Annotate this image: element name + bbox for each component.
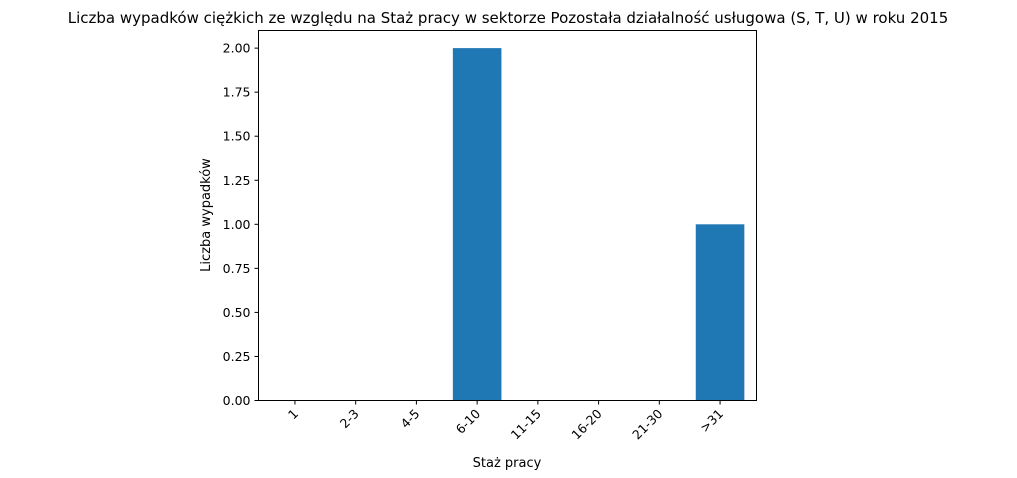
x-tick-label: 21-30 bbox=[629, 406, 665, 442]
x-tick-label: 2-3 bbox=[337, 406, 362, 431]
bar->31 bbox=[695, 224, 745, 401]
y-tick-label: 2.00 bbox=[223, 41, 251, 56]
x-tick-label: 11-15 bbox=[508, 406, 544, 442]
x-tick-label: >31 bbox=[697, 406, 726, 435]
plot-frame bbox=[258, 30, 757, 401]
y-tick-label: 1.00 bbox=[223, 217, 251, 232]
x-axis-ticks: 1 2-3 4-5 6-10 11-15 16-20 21-30 >31 bbox=[285, 400, 726, 442]
y-tick-label: 1.75 bbox=[223, 85, 251, 100]
y-tick-label: 1.25 bbox=[223, 173, 251, 188]
y-tick-label: 1.50 bbox=[223, 129, 251, 144]
x-axis-label: Staż pracy bbox=[473, 456, 542, 471]
y-tick-label: 0.00 bbox=[223, 393, 251, 408]
y-axis-label: Liczba wypadków bbox=[199, 158, 214, 272]
y-tick-label: 0.25 bbox=[223, 349, 251, 364]
bar-6-10 bbox=[452, 48, 502, 401]
x-tick-label: 6-10 bbox=[453, 406, 484, 437]
chart-title: Liczba wypadków ciężkich ze względu na S… bbox=[68, 9, 949, 27]
x-tick-label: 1 bbox=[285, 406, 301, 422]
bars-group bbox=[452, 48, 745, 401]
y-tick-label: 0.75 bbox=[223, 261, 251, 276]
x-tick-label: 4-5 bbox=[397, 406, 422, 431]
y-axis-ticks: 0.00 0.25 0.50 0.75 1.00 1.25 1.50 1.75 2.00 bbox=[223, 41, 259, 408]
y-tick-label: 0.50 bbox=[223, 305, 251, 320]
x-tick-label: 16-20 bbox=[568, 406, 604, 442]
